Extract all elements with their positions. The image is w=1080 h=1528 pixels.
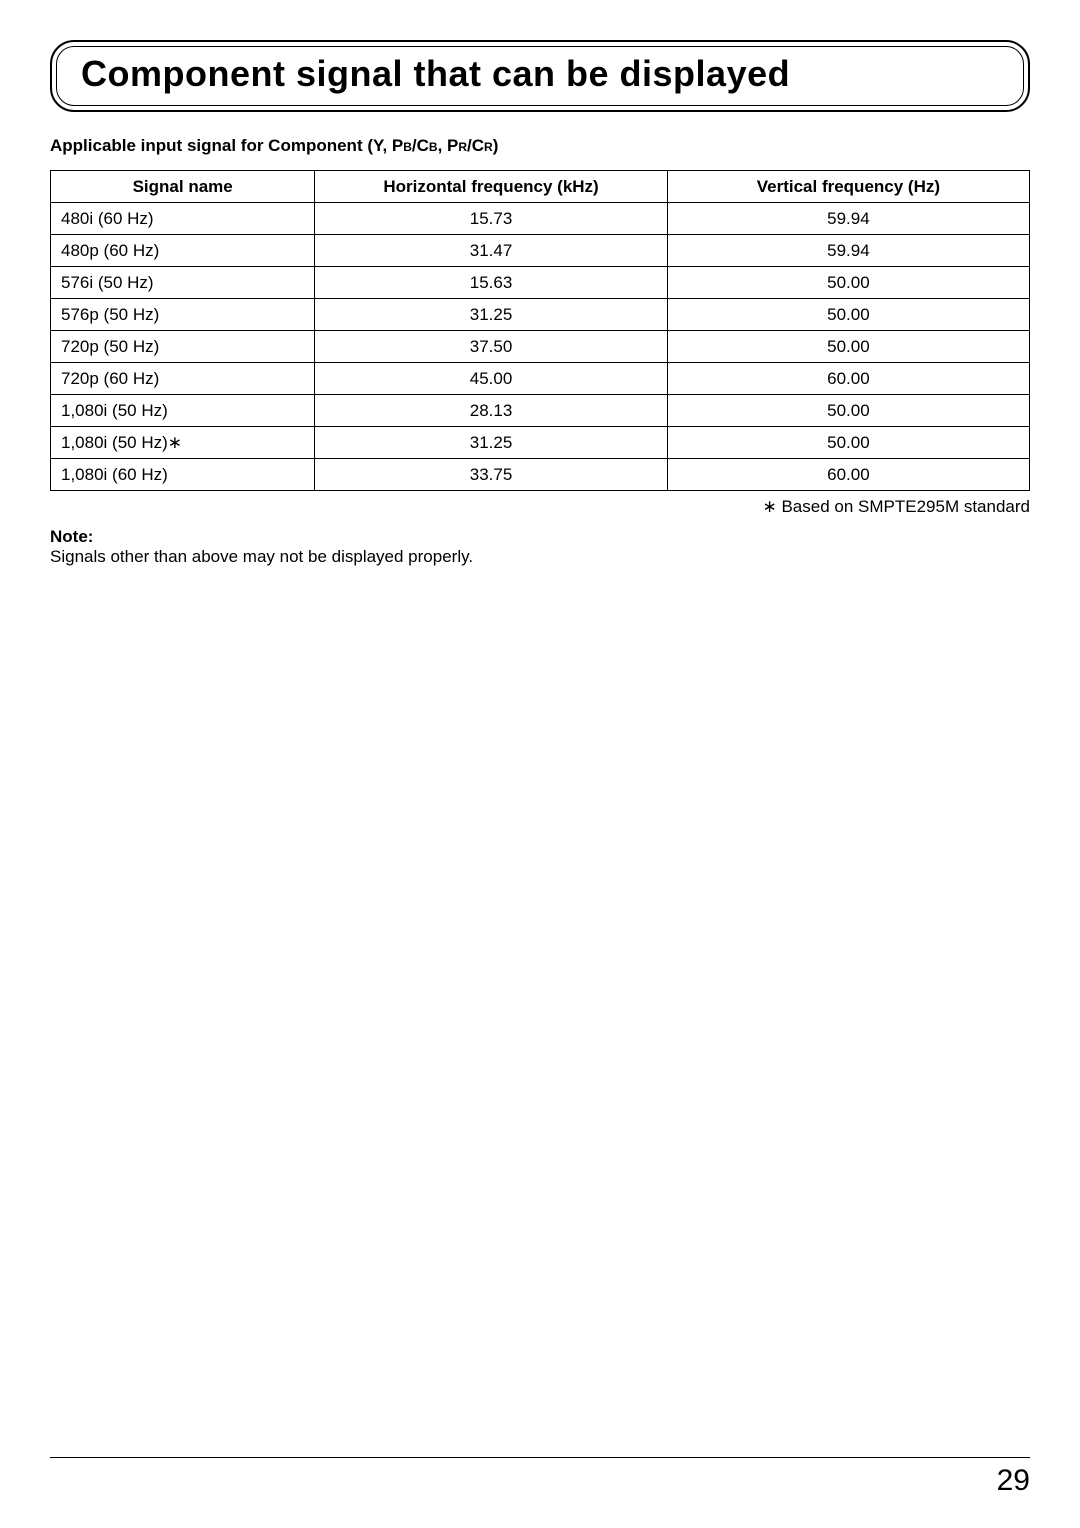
subtitle-sub-b2: B [429, 140, 438, 154]
title-frame: Component signal that can be displayed [50, 40, 1030, 112]
subtitle-sub-b1: B [403, 140, 412, 154]
page-footer: 29 [50, 1457, 1030, 1498]
table-row: 720p (60 Hz)45.0060.00 [51, 363, 1030, 395]
cell-signal-name: 576p (50 Hz) [51, 299, 315, 331]
cell-signal-name: 1,080i (60 Hz) [51, 459, 315, 491]
cell-signal-name: 480i (60 Hz) [51, 203, 315, 235]
cell-vertical-freq: 59.94 [667, 203, 1029, 235]
cell-vertical-freq: 50.00 [667, 395, 1029, 427]
table-row: 720p (50 Hz)37.5050.00 [51, 331, 1030, 363]
note-block: Note: Signals other than above may not b… [50, 527, 1030, 567]
cell-signal-name: 720p (60 Hz) [51, 363, 315, 395]
page-title: Component signal that can be displayed [81, 53, 790, 94]
cell-vertical-freq: 60.00 [667, 363, 1029, 395]
cell-signal-name: 1,080i (50 Hz)∗ [51, 427, 315, 459]
cell-horizontal-freq: 31.47 [315, 235, 667, 267]
title-inner: Component signal that can be displayed [56, 46, 1024, 106]
footnote-standard: ∗ Based on SMPTE295M standard [50, 497, 1030, 517]
cell-vertical-freq: 50.00 [667, 427, 1029, 459]
cell-horizontal-freq: 37.50 [315, 331, 667, 363]
cell-vertical-freq: 50.00 [667, 299, 1029, 331]
cell-horizontal-freq: 15.73 [315, 203, 667, 235]
cell-horizontal-freq: 28.13 [315, 395, 667, 427]
cell-horizontal-freq: 15.63 [315, 267, 667, 299]
table-row: 576i (50 Hz)15.6350.00 [51, 267, 1030, 299]
table-row: 480i (60 Hz)15.7359.94 [51, 203, 1030, 235]
cell-vertical-freq: 50.00 [667, 331, 1029, 363]
subtitle-part: , P [438, 136, 459, 155]
col-header-signal-name: Signal name [51, 171, 315, 203]
subtitle-part: /C [467, 136, 484, 155]
table-row: 1,080i (50 Hz)28.1350.00 [51, 395, 1030, 427]
table-row: 480p (60 Hz)31.4759.94 [51, 235, 1030, 267]
cell-signal-name: 480p (60 Hz) [51, 235, 315, 267]
cell-vertical-freq: 60.00 [667, 459, 1029, 491]
subtitle-sub-r2: R [484, 140, 493, 154]
cell-horizontal-freq: 31.25 [315, 427, 667, 459]
table-header-row: Signal name Horizontal frequency (kHz) V… [51, 171, 1030, 203]
table-row: 1,080i (60 Hz)33.7560.00 [51, 459, 1030, 491]
cell-signal-name: 576i (50 Hz) [51, 267, 315, 299]
cell-horizontal-freq: 45.00 [315, 363, 667, 395]
col-header-vertical-freq: Vertical frequency (Hz) [667, 171, 1029, 203]
subtitle-sub-r1: R [458, 140, 467, 154]
note-body: Signals other than above may not be disp… [50, 547, 473, 566]
cell-signal-name: 720p (50 Hz) [51, 331, 315, 363]
cell-signal-name: 1,080i (50 Hz) [51, 395, 315, 427]
subtitle-part: /C [412, 136, 429, 155]
cell-vertical-freq: 59.94 [667, 235, 1029, 267]
subtitle-part: ) [493, 136, 499, 155]
note-label: Note: [50, 527, 93, 546]
table-row: 576p (50 Hz)31.2550.00 [51, 299, 1030, 331]
applicable-signal-subtitle: Applicable input signal for Component (Y… [50, 136, 1030, 156]
cell-horizontal-freq: 33.75 [315, 459, 667, 491]
table-row: 1,080i (50 Hz)∗31.2550.00 [51, 427, 1030, 459]
page-number: 29 [997, 1464, 1030, 1497]
cell-vertical-freq: 50.00 [667, 267, 1029, 299]
col-header-horizontal-freq: Horizontal frequency (kHz) [315, 171, 667, 203]
cell-horizontal-freq: 31.25 [315, 299, 667, 331]
signal-table: Signal name Horizontal frequency (kHz) V… [50, 170, 1030, 491]
subtitle-part: Applicable input signal for Component (Y… [50, 136, 403, 155]
